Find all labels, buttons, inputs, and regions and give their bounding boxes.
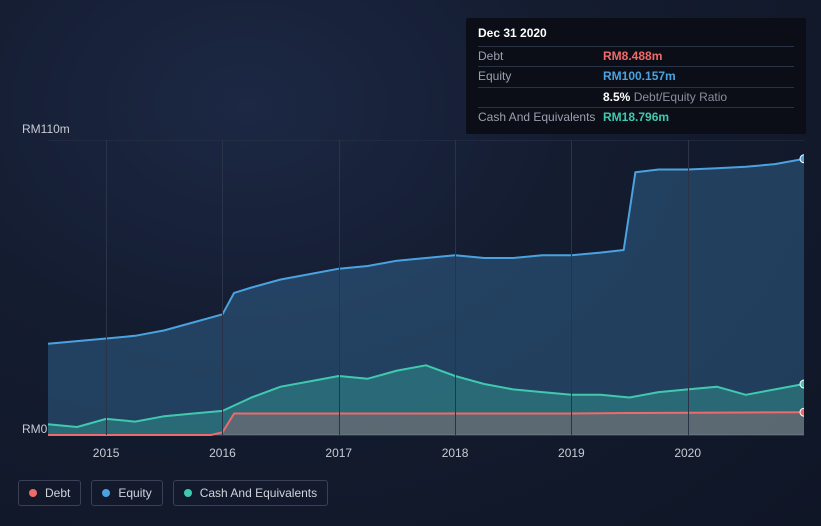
legend-dot-cash	[184, 489, 192, 497]
x-gridline	[571, 140, 572, 435]
x-axis-label: 2019	[558, 446, 585, 460]
tooltip-date: Dec 31 2020	[478, 26, 794, 46]
legend-item-cash[interactable]: Cash And Equivalents	[173, 480, 328, 506]
legend-label-cash: Cash And Equivalents	[200, 486, 317, 500]
y-axis-max-label: RM110m	[22, 122, 70, 136]
legend-item-equity[interactable]: Equity	[91, 480, 162, 506]
x-gridline	[222, 140, 223, 435]
tooltip-equity-label: Equity	[478, 69, 603, 85]
x-axis-label: 2017	[325, 446, 352, 460]
tooltip-cash-label: Cash And Equivalents	[478, 110, 603, 126]
tooltip-debt-value: RM8.488m	[603, 49, 662, 65]
x-gridline	[455, 140, 456, 435]
tooltip-cash-value: RM18.796m	[603, 110, 669, 126]
x-axis-label: 2020	[674, 446, 701, 460]
x-axis-label: 2016	[209, 446, 236, 460]
area-chart[interactable]	[18, 140, 804, 440]
x-axis-label: 2015	[93, 446, 120, 460]
legend-label-equity: Equity	[118, 486, 151, 500]
legend-item-debt[interactable]: Debt	[18, 480, 81, 506]
tooltip-equity-value: RM100.157m	[603, 69, 676, 85]
tooltip-ratio-label: Debt/Equity Ratio	[634, 90, 727, 104]
chart-tooltip: Dec 31 2020 Debt RM8.488m Equity RM100.1…	[466, 18, 806, 134]
legend-dot-debt	[29, 489, 37, 497]
tooltip-ratio: 8.5% Debt/Equity Ratio	[603, 90, 727, 106]
tooltip-ratio-spacer	[478, 90, 603, 106]
x-gridline	[339, 140, 340, 435]
x-gridline	[106, 140, 107, 435]
legend-dot-equity	[102, 489, 110, 497]
x-gridline	[688, 140, 689, 435]
legend: Debt Equity Cash And Equivalents	[18, 480, 328, 506]
tooltip-debt-label: Debt	[478, 49, 603, 65]
legend-label-debt: Debt	[45, 486, 70, 500]
x-axis-label: 2018	[442, 446, 469, 460]
tooltip-ratio-value: 8.5%	[603, 90, 630, 104]
